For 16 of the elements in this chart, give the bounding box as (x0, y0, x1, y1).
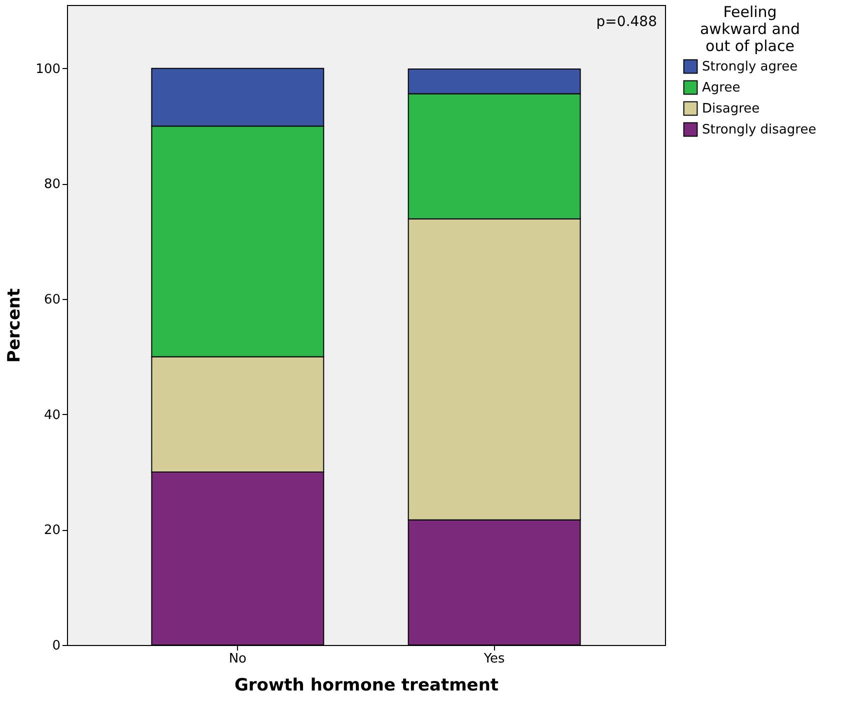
y-tick-label: 100 (36, 62, 60, 77)
legend-label: Disagree (702, 102, 760, 116)
y-axis-title: Percent (4, 288, 25, 363)
y-tick-label: 60 (44, 292, 60, 308)
x-axis-title: Growth hormone treatment (234, 676, 499, 696)
legend-label: Strongly disagree (702, 122, 816, 138)
y-tick-label: 20 (44, 523, 60, 538)
x-tick-label: No (228, 652, 247, 666)
x-tick-label: Yes (482, 652, 506, 666)
legend-title: Feeling awkward and out of place (700, 3, 800, 55)
annotation: p=0.488 (596, 14, 657, 30)
legend-label: Strongly agree (702, 60, 798, 74)
y-tick-label: 40 (44, 408, 60, 423)
legend-label: Agree (702, 80, 740, 96)
y-tick-label: 80 (44, 177, 60, 192)
y-tick-label: 0 (52, 638, 60, 654)
